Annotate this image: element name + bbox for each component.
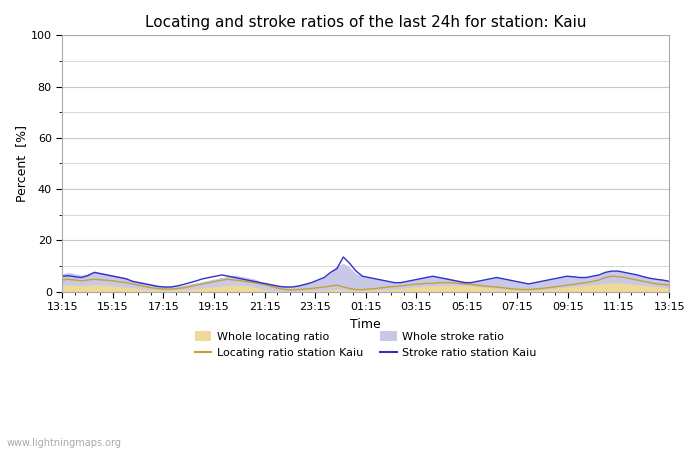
Legend: Whole locating ratio, Locating ratio station Kaiu, Whole stroke ratio, Stroke ra: Whole locating ratio, Locating ratio sta… xyxy=(190,327,541,363)
Y-axis label: Percent  [%]: Percent [%] xyxy=(15,125,28,202)
X-axis label: Time: Time xyxy=(350,318,381,331)
Title: Locating and stroke ratios of the last 24h for station: Kaiu: Locating and stroke ratios of the last 2… xyxy=(145,15,587,30)
Text: www.lightningmaps.org: www.lightningmaps.org xyxy=(7,438,122,448)
